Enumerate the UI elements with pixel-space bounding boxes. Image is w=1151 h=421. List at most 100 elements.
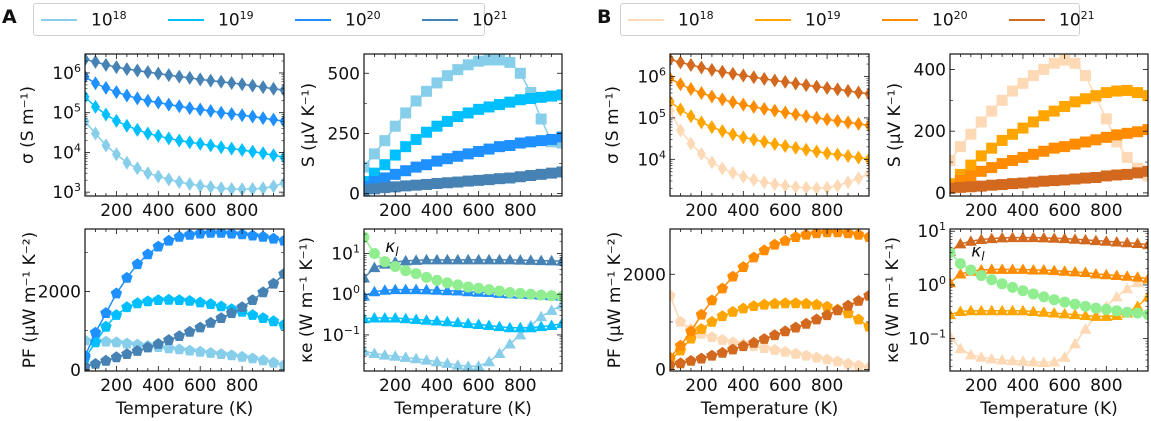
series-10e18: [670, 103, 869, 196]
data-point: [473, 282, 485, 294]
x-tick-label: 600: [184, 201, 216, 221]
data-point: [1100, 87, 1112, 99]
data-point: [954, 305, 967, 317]
data-point: [1027, 116, 1039, 128]
data-point: [389, 168, 401, 180]
data-point: [483, 355, 496, 367]
data-point: [985, 263, 998, 274]
data-point: [546, 167, 558, 179]
data-point: [267, 315, 280, 327]
data-point: [173, 294, 185, 305]
data-point: [1017, 177, 1029, 189]
data-point: [441, 277, 453, 289]
data-point: [852, 229, 865, 240]
data-point: [1100, 131, 1112, 143]
data-point: [1027, 305, 1040, 317]
data-point: [1100, 310, 1113, 321]
data-point: [483, 101, 495, 113]
data-point: [420, 314, 433, 325]
data-point: [504, 172, 516, 184]
data-point: [707, 89, 717, 104]
data-point: [965, 159, 977, 171]
y-tick-label: 101: [331, 243, 360, 265]
data-point: [706, 294, 718, 306]
data-point: [431, 274, 443, 286]
data-point: [278, 359, 284, 370]
y-tick-label: 10−1: [322, 324, 360, 346]
data-point: [717, 161, 727, 176]
data-point: [101, 80, 111, 95]
x-axis-label: Temperature (K): [115, 399, 254, 419]
data-point: [675, 77, 685, 92]
data-point: [1121, 168, 1133, 180]
y-axis-label: PF (μW m⁻¹ K⁻²): [20, 232, 40, 368]
legend-item: 1021: [422, 9, 542, 30]
data-point: [185, 101, 195, 116]
data-point: [174, 99, 184, 114]
subplot-b-seebeck: 200 400 600 800 0 200 400 S (μV K⁻¹): [885, 53, 1149, 221]
data-point: [525, 136, 537, 148]
x-tick-label: 200: [100, 376, 132, 396]
data-point: [749, 172, 759, 187]
data-point: [493, 173, 505, 185]
data-point: [216, 105, 226, 120]
x-tick-label: 800: [504, 201, 536, 221]
data-point: [1037, 356, 1050, 367]
data-point: [791, 107, 801, 122]
data-point: [504, 56, 516, 68]
plot-area: [364, 229, 562, 371]
data-point: [410, 254, 423, 265]
data-point: [685, 325, 697, 337]
data-point: [1038, 110, 1050, 122]
series-10e18: [670, 289, 869, 371]
data-point: [535, 320, 548, 332]
data-point: [400, 265, 412, 277]
data-point: [364, 272, 370, 283]
data-point: [975, 351, 988, 362]
data-point: [975, 233, 988, 245]
subplot-b-kappa: κl 200 400 600 800 10−1 100 101 κe (W m⁻¹ K⁻¹) Te…: [883, 220, 1149, 419]
data-point: [810, 351, 823, 363]
data-point: [246, 229, 259, 241]
data-point: [174, 69, 184, 84]
data-point: [430, 314, 443, 326]
data-point: [452, 64, 464, 76]
data-point: [738, 68, 748, 83]
data-point: [1121, 282, 1134, 294]
data-point: [185, 177, 195, 192]
data-point: [965, 170, 977, 182]
data-point: [1079, 172, 1091, 184]
data-point: [716, 346, 729, 358]
data-point: [728, 165, 738, 180]
data-point: [790, 321, 802, 333]
series-10e21: [670, 54, 869, 101]
series-10e21: [670, 289, 869, 371]
data-point: [1090, 302, 1102, 314]
data-point: [727, 343, 739, 355]
data-point: [759, 101, 769, 116]
data-point: [378, 284, 391, 295]
data-point: [441, 153, 453, 165]
data-point: [525, 93, 537, 105]
data-point: [964, 235, 977, 246]
data-point: [727, 305, 739, 317]
data-point: [451, 359, 464, 370]
x-tick-label: 600: [184, 376, 216, 396]
data-point: [965, 128, 977, 140]
data-point: [535, 135, 547, 147]
y-axis-label: S (μV K⁻¹): [299, 83, 319, 167]
data-point: [493, 320, 506, 332]
data-point: [686, 136, 696, 151]
data-point: [483, 54, 495, 66]
data-point: [267, 277, 280, 289]
data-point: [368, 183, 380, 195]
legend-item: 1019: [168, 9, 288, 30]
data-point: [164, 97, 174, 112]
data-point: [185, 70, 195, 85]
data-point: [368, 148, 380, 160]
legend-label: 1019: [805, 8, 841, 31]
data-point: [248, 78, 258, 93]
data-point: [483, 253, 496, 265]
data-point: [410, 179, 422, 191]
data-point: [122, 155, 132, 170]
